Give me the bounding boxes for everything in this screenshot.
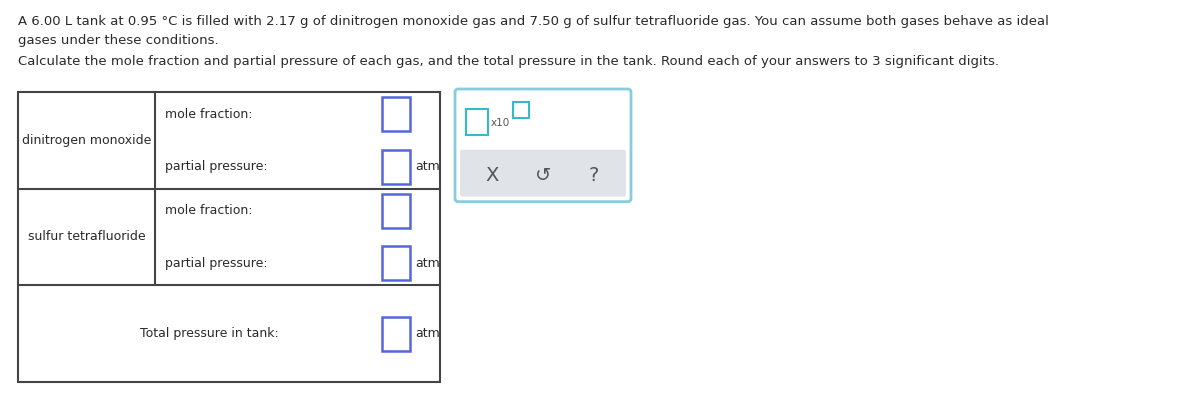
Text: partial pressure:: partial pressure: (166, 257, 268, 270)
Bar (382, 246, 410, 280)
Text: dinitrogen monoxide: dinitrogen monoxide (22, 134, 151, 147)
FancyBboxPatch shape (455, 89, 631, 202)
Text: gases under these conditions.: gases under these conditions. (18, 34, 218, 47)
Text: ?: ? (589, 166, 599, 185)
Text: sulfur tetrafluoride: sulfur tetrafluoride (28, 230, 145, 244)
Bar (382, 97, 410, 131)
Text: atm: atm (415, 257, 439, 270)
Text: X: X (485, 166, 499, 185)
Bar (466, 109, 488, 135)
Text: A 6.00 L tank at 0.95 °C is filled with 2.17 g of dinitrogen monoxide gas and 7.: A 6.00 L tank at 0.95 °C is filled with … (18, 15, 1049, 28)
Text: partial pressure:: partial pressure: (166, 160, 268, 173)
Bar (514, 102, 529, 118)
Bar (382, 194, 410, 228)
Bar (382, 317, 410, 351)
Bar (18, 92, 440, 382)
Text: Calculate the mole fraction and partial pressure of each gas, and the total pres: Calculate the mole fraction and partial … (18, 55, 998, 68)
Text: mole fraction:: mole fraction: (166, 204, 252, 217)
Text: ↺: ↺ (535, 166, 551, 185)
Text: mole fraction:: mole fraction: (166, 108, 252, 120)
Bar (382, 150, 410, 184)
Text: atm: atm (415, 160, 439, 173)
Text: atm: atm (415, 327, 439, 340)
Text: x10: x10 (491, 118, 510, 128)
FancyBboxPatch shape (460, 150, 626, 197)
Text: Total pressure in tank:: Total pressure in tank: (139, 327, 278, 340)
